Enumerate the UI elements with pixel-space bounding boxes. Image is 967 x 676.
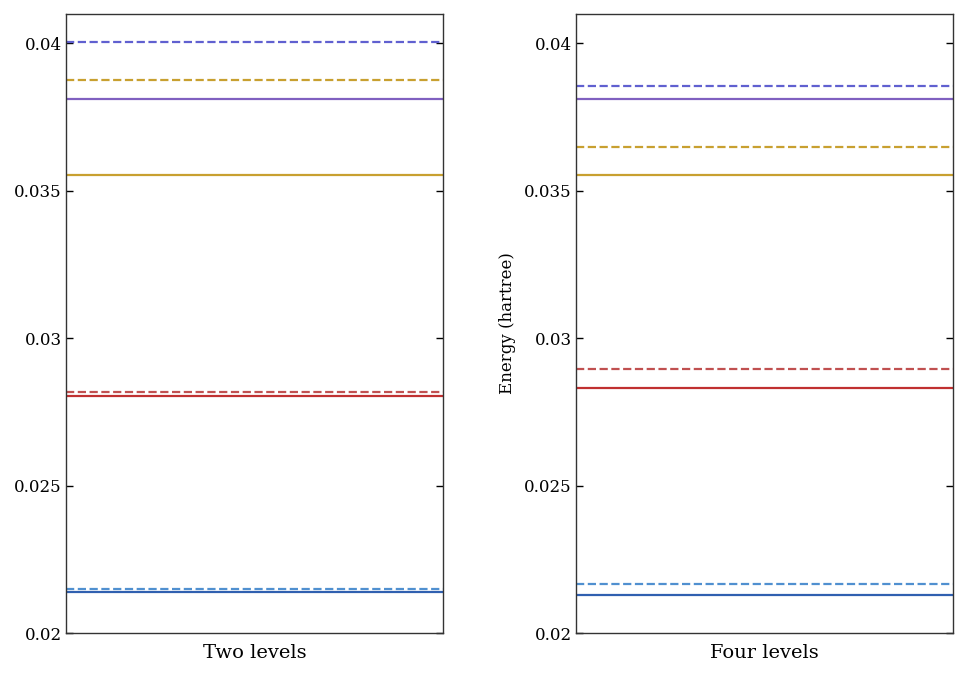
X-axis label: Two levels: Two levels bbox=[203, 644, 307, 662]
Y-axis label: Energy (hartree): Energy (hartree) bbox=[499, 253, 515, 394]
X-axis label: Four levels: Four levels bbox=[711, 644, 819, 662]
